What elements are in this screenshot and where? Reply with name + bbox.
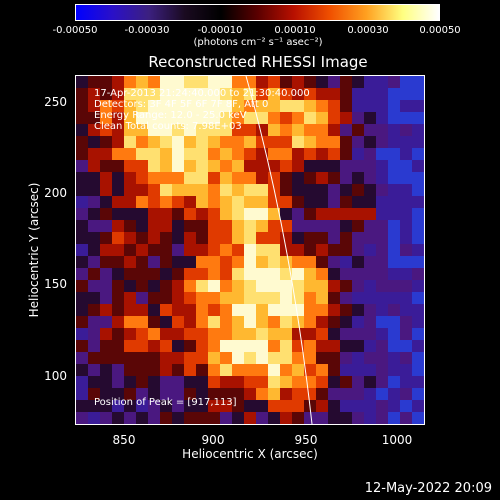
colorbar-tick: -0.00010 [197, 25, 243, 36]
colorbar-tick: 0.00050 [419, 25, 461, 36]
x-axis-label: Heliocentric X (arcsec) [182, 447, 318, 461]
image-plot: 17-Apr-2013 21:24:40.000 to 21:30:40.000… [75, 75, 425, 425]
colorbar-tick: -0.00030 [124, 25, 170, 36]
y-tick-label: 200 [44, 186, 67, 200]
plot-title: Reconstructed RHESSI Image [148, 53, 368, 71]
rhessi-image [76, 76, 424, 424]
colorbar [75, 4, 440, 21]
colorbar-tick: -0.00050 [52, 25, 98, 36]
colorbar-tick: 0.00010 [274, 25, 316, 36]
solar-limb-line [245, 76, 313, 424]
peak-position-annotation: Position of Peak = [917,113] [94, 397, 237, 408]
y-axis-label: Heliocentric Y (arcsec) [27, 182, 41, 318]
method-annotation: Clean Total counts: 7.98E+03 [94, 121, 242, 132]
y-tick-label: 150 [44, 277, 67, 291]
x-tick-label: 1000 [381, 433, 413, 447]
time-range-annotation: 17-Apr-2013 21:24:40.000 to 21:30:40.000 [94, 88, 310, 99]
x-tick-label: 950 [294, 433, 318, 447]
timestamp: 12-May-2022 20:09 [364, 481, 492, 496]
y-tick-label: 250 [44, 95, 67, 109]
colorbar-tick: 0.00030 [347, 25, 389, 36]
colorbar-gradient [75, 4, 440, 21]
x-tick-label: 850 [112, 433, 136, 447]
y-tick-label: 100 [44, 369, 67, 383]
colorbar-unit-label: (photons cm⁻² s⁻¹ asec⁻²) [193, 37, 323, 48]
x-tick-label: 900 [201, 433, 225, 447]
energy-annotation: Energy Range: 12.0 - 25.0 keV [94, 110, 247, 121]
detectors-annotation: Detectors: 3F 4F 5F 6F 7F 8F, Att 0 [94, 99, 269, 110]
